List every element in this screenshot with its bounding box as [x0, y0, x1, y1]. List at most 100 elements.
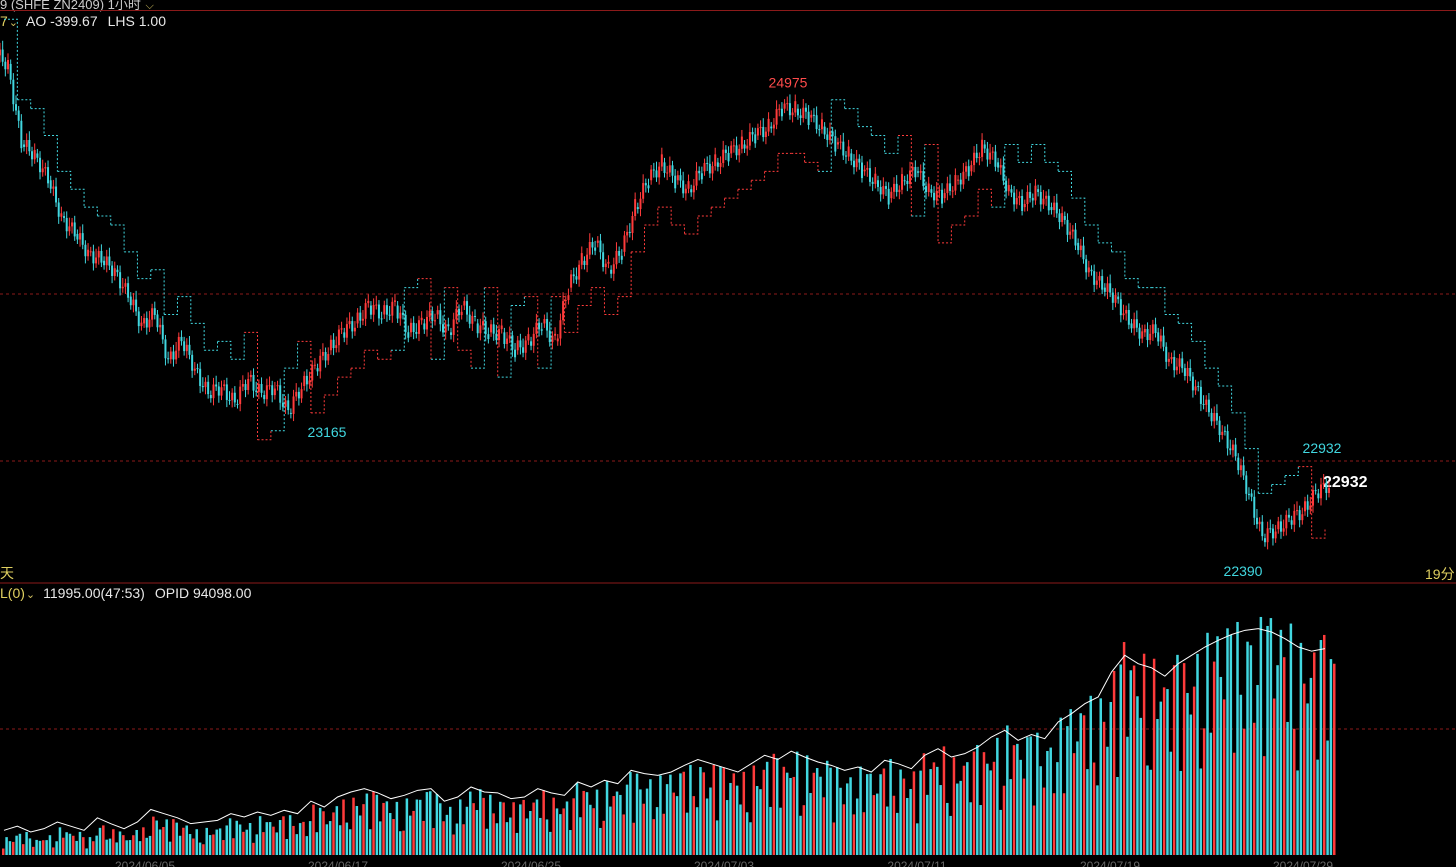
- candle-body: [1226, 431, 1229, 449]
- candle-body: [1165, 346, 1168, 362]
- trailing-stop-line: [684, 216, 699, 235]
- candle-body: [1114, 294, 1117, 303]
- indicator-tag: 7: [0, 13, 8, 29]
- volume-bar: [1242, 728, 1246, 855]
- trailing-stop-line: [844, 108, 859, 127]
- volume-bar: [635, 773, 639, 855]
- chevron-down-icon[interactable]: ⌄: [25, 589, 36, 601]
- candle-body: [1111, 292, 1114, 303]
- volume-bar: [1302, 683, 1306, 855]
- volume-bar: [729, 782, 732, 855]
- volume-bar: [525, 818, 529, 855]
- volume-bar: [842, 804, 846, 855]
- candle-body: [642, 183, 645, 199]
- trailing-stop-line: [297, 340, 312, 413]
- trailing-stop-line: [1164, 313, 1179, 324]
- candle-body: [599, 240, 602, 253]
- candle-body: [1, 49, 4, 62]
- volume-bar: [82, 837, 85, 855]
- volume-bar: [1262, 756, 1266, 855]
- candle-body: [183, 341, 186, 352]
- candle-body: [132, 299, 135, 306]
- candle-body: [372, 304, 375, 315]
- volume-bar: [585, 792, 589, 855]
- volume-bar: [552, 797, 555, 855]
- candle-body: [548, 330, 551, 343]
- volume-bar: [1186, 692, 1189, 855]
- trailing-stop-line: [511, 296, 525, 307]
- volume-bar: [969, 802, 972, 855]
- candle-body: [284, 400, 287, 407]
- day-label: 天: [0, 565, 14, 581]
- candle-body: [15, 104, 18, 111]
- candle-body: [858, 158, 861, 163]
- trailing-stop-line: [270, 368, 285, 432]
- volume-bar: [499, 801, 502, 855]
- candle-body: [1063, 216, 1066, 220]
- candle-body: [215, 384, 218, 387]
- candle-body: [52, 186, 55, 189]
- volume-bar: [158, 829, 162, 855]
- candle-body: [965, 166, 968, 172]
- volume-bar: [262, 832, 265, 855]
- candle-body: [444, 324, 447, 333]
- candle-body: [658, 166, 661, 178]
- volume-bar: [815, 768, 819, 855]
- volume-bar: [362, 804, 365, 855]
- volume-bar: [258, 816, 262, 855]
- volume-bar: [962, 765, 966, 855]
- volume-bar: [692, 796, 696, 855]
- candle-body: [47, 167, 50, 184]
- volume-bar: [775, 758, 779, 855]
- candle-body: [239, 386, 242, 405]
- trailing-stop-line: [1071, 197, 1086, 225]
- candle-body: [1250, 493, 1253, 497]
- chevron-down-icon[interactable]: ⌄: [8, 17, 19, 29]
- candle-body: [172, 351, 175, 360]
- candle-body: [44, 167, 47, 169]
- candle-body: [716, 162, 719, 167]
- candle-body: [433, 320, 436, 322]
- trailing-stop-line: [1111, 251, 1126, 279]
- candle-body: [388, 314, 391, 316]
- candle-body: [329, 339, 332, 351]
- volume-bar: [685, 812, 689, 855]
- candle-body: [1005, 180, 1008, 192]
- candle-body: [591, 242, 594, 248]
- last-price-label: 22932: [1323, 474, 1368, 491]
- candle-body: [714, 154, 717, 167]
- volume-bar: [609, 806, 612, 855]
- volume-bar: [1189, 714, 1193, 855]
- volume-value: 11995.00(47:53): [43, 585, 145, 601]
- volume-bar: [602, 820, 605, 855]
- candle-body: [1146, 328, 1149, 341]
- volume-bar: [1326, 740, 1329, 855]
- trailing-stop-line: [1151, 287, 1166, 315]
- volume-bar: [165, 819, 168, 855]
- chevron-down-icon[interactable]: ⌵: [145, 0, 154, 12]
- volume-bar: [102, 825, 105, 855]
- candle-body: [207, 381, 210, 395]
- volume-bar: [959, 780, 962, 855]
- volume-bar: [1086, 769, 1089, 855]
- volume-bar: [999, 809, 1002, 855]
- candle-body: [129, 296, 132, 306]
- volume-bar: [1122, 642, 1126, 855]
- candle-body: [855, 158, 858, 168]
- trailing-stop-line: [1284, 466, 1299, 477]
- volume-bar: [522, 799, 525, 855]
- volume-bar: [1136, 696, 1139, 855]
- volume-bar: [332, 812, 335, 855]
- candle-body: [361, 318, 364, 321]
- candle-body: [820, 119, 823, 130]
- volume-bar: [445, 814, 449, 855]
- volume-bar: [679, 773, 682, 855]
- candle-body: [1229, 448, 1232, 451]
- candle-body: [113, 268, 116, 276]
- volume-bar: [148, 835, 152, 855]
- volume-bar: [1272, 698, 1276, 855]
- candle-body: [436, 310, 439, 315]
- volume-bar: [298, 823, 302, 855]
- trailing-stop-line: [964, 189, 979, 217]
